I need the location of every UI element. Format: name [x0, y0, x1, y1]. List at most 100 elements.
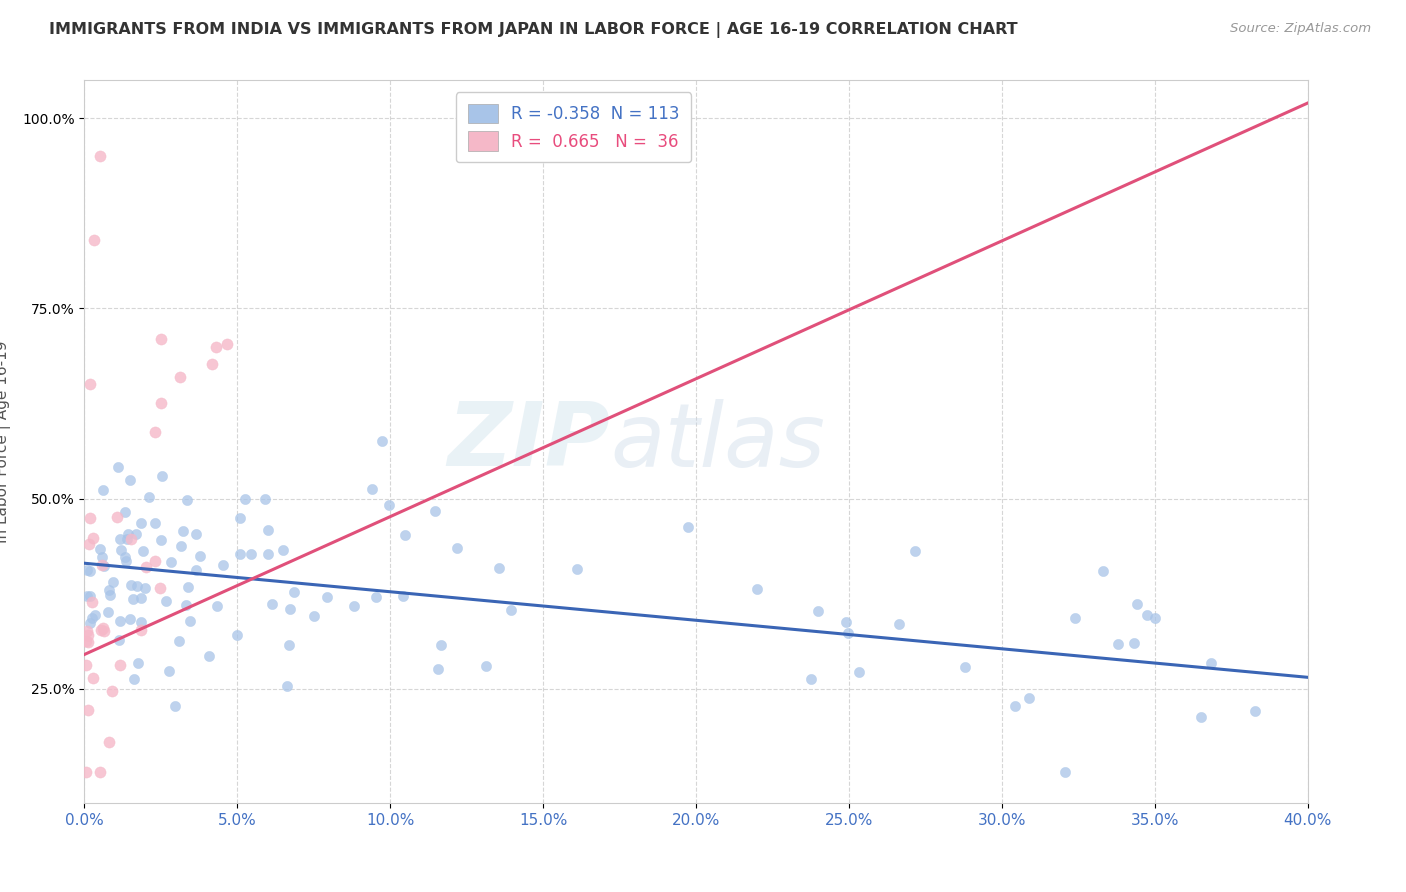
Point — [79, 589, 101, 603]
Point — [446, 541, 468, 555]
Point — [302, 609, 325, 624]
Point — [79, 377, 101, 392]
Point — [745, 582, 768, 596]
Point — [89, 149, 111, 163]
Point — [1091, 564, 1114, 578]
Point — [108, 614, 131, 628]
Point — [138, 490, 160, 504]
Point — [160, 555, 183, 569]
Point — [394, 528, 416, 542]
Point — [953, 659, 976, 673]
Point — [176, 580, 198, 594]
Point — [76, 624, 98, 639]
Point — [278, 602, 301, 616]
Point — [127, 579, 149, 593]
Point — [76, 563, 98, 577]
Point — [79, 564, 101, 578]
Point — [117, 527, 139, 541]
Point — [423, 503, 446, 517]
Point — [1136, 608, 1159, 623]
Point — [488, 560, 510, 574]
Point — [89, 765, 111, 780]
Point — [80, 595, 103, 609]
Point — [150, 396, 173, 410]
Point — [82, 671, 104, 685]
Point — [1189, 710, 1212, 724]
Point — [91, 621, 114, 635]
Point — [93, 624, 115, 638]
Point — [98, 588, 121, 602]
Point — [229, 511, 252, 525]
Point — [429, 638, 451, 652]
Point — [77, 628, 100, 642]
Point — [157, 664, 180, 678]
Point — [120, 612, 142, 626]
Point — [114, 505, 136, 519]
Point — [371, 434, 394, 449]
Point — [835, 615, 858, 629]
Point — [887, 616, 910, 631]
Point — [212, 558, 235, 573]
Point — [100, 684, 122, 698]
Point — [378, 498, 401, 512]
Point — [83, 233, 105, 247]
Point — [233, 492, 256, 507]
Text: ZIP: ZIP — [447, 398, 610, 485]
Point — [75, 634, 97, 648]
Point — [1199, 656, 1222, 670]
Point — [1018, 691, 1040, 706]
Point — [75, 765, 97, 780]
Point — [129, 623, 152, 637]
Point — [676, 520, 699, 534]
Point — [1063, 611, 1085, 625]
Text: Source: ZipAtlas.com: Source: ZipAtlas.com — [1230, 22, 1371, 36]
Point — [129, 591, 152, 605]
Point — [366, 590, 388, 604]
Point — [79, 616, 101, 631]
Point — [205, 340, 228, 354]
Point — [1125, 597, 1147, 611]
Point — [77, 703, 100, 717]
Point — [271, 543, 294, 558]
Point — [837, 626, 859, 640]
Point — [155, 594, 177, 608]
Point — [188, 549, 211, 563]
Point — [257, 524, 280, 538]
Point — [276, 679, 298, 693]
Point — [184, 563, 207, 577]
Point — [239, 547, 262, 561]
Point — [143, 425, 166, 439]
Point — [80, 611, 103, 625]
Point — [170, 539, 193, 553]
Point — [127, 656, 149, 670]
Point — [76, 589, 98, 603]
Point — [904, 544, 927, 558]
Point — [1107, 637, 1129, 651]
Point — [229, 547, 252, 561]
Point — [806, 605, 828, 619]
Text: IMMIGRANTS FROM INDIA VS IMMIGRANTS FROM JAPAN IN LABOR FORCE | AGE 16-19 CORREL: IMMIGRANTS FROM INDIA VS IMMIGRANTS FROM… — [49, 22, 1018, 38]
Point — [800, 672, 823, 686]
Point — [1122, 636, 1144, 650]
Point — [167, 634, 190, 648]
Point — [97, 735, 120, 749]
Point — [120, 473, 142, 487]
Point — [226, 628, 249, 642]
Point — [1244, 704, 1267, 718]
Point — [475, 658, 498, 673]
Point — [90, 624, 112, 638]
Point — [149, 581, 172, 595]
Text: atlas: atlas — [610, 399, 825, 484]
Point — [129, 615, 152, 630]
Point — [392, 589, 415, 603]
Point — [77, 635, 100, 649]
Point — [143, 516, 166, 531]
Point — [207, 599, 229, 614]
Point — [143, 554, 166, 568]
Point — [120, 532, 142, 546]
Point — [256, 547, 278, 561]
Point — [169, 369, 191, 384]
Legend: R = -0.358  N = 113, R =  0.665   N =  36: R = -0.358 N = 113, R = 0.665 N = 36 — [456, 92, 692, 162]
Point — [262, 597, 284, 611]
Point — [172, 524, 194, 538]
